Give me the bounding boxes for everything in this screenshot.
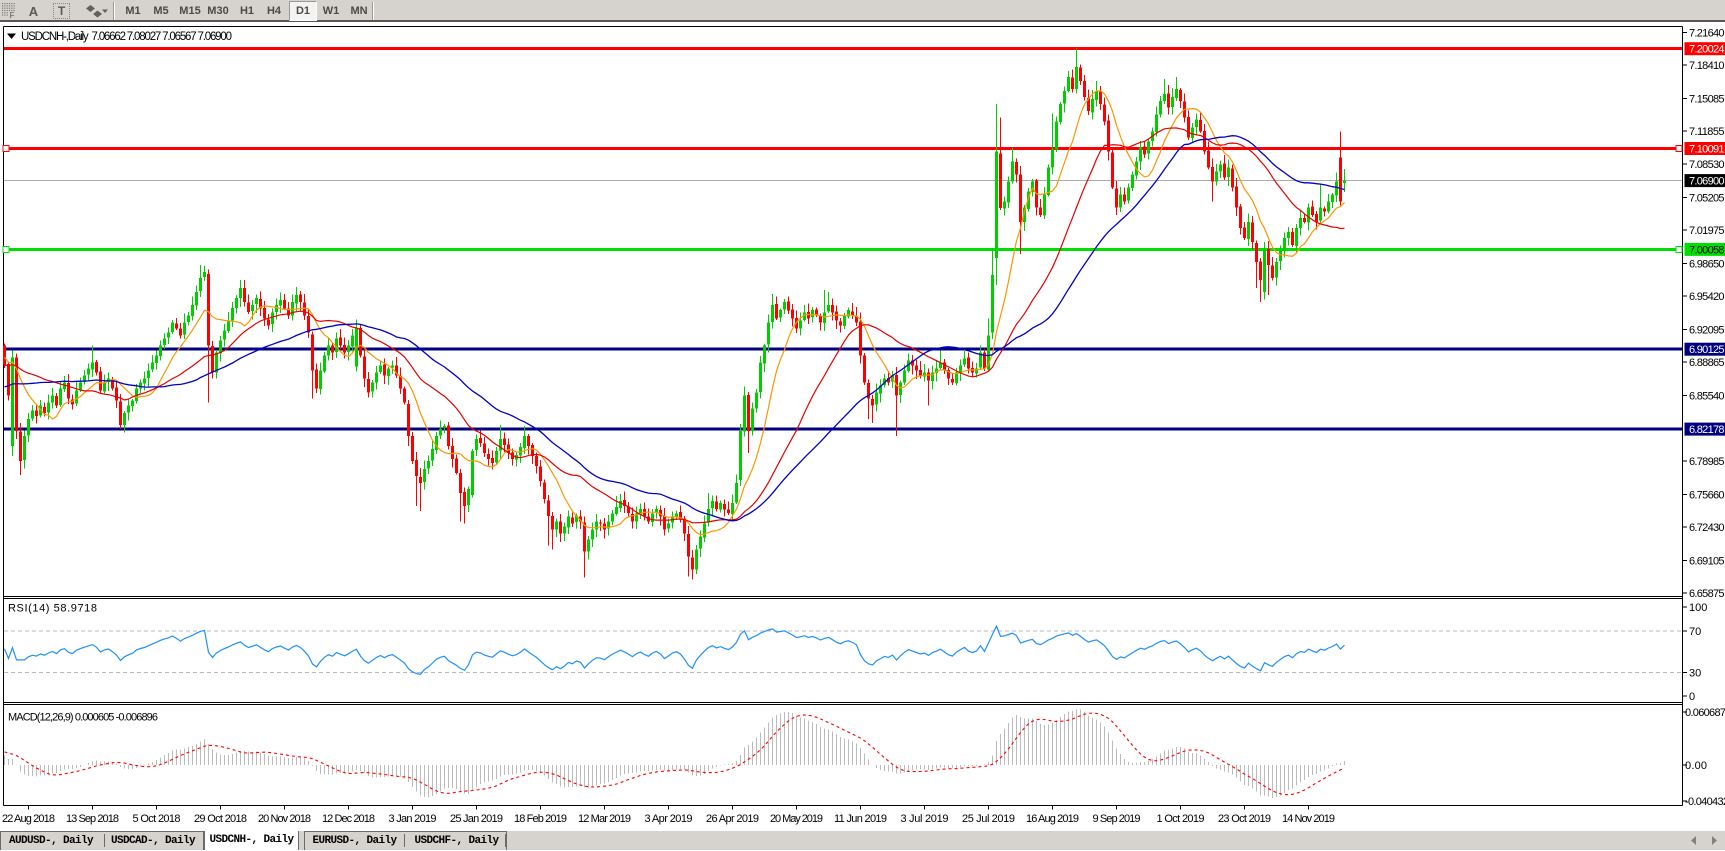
svg-text:7.11855: 7.11855: [1689, 126, 1725, 138]
svg-text:7.05205: 7.05205: [1689, 193, 1725, 205]
svg-text:12 Dec 2018: 12 Dec 2018: [322, 813, 375, 825]
svg-text:3 Jul 2019: 3 Jul 2019: [901, 813, 949, 825]
svg-text:7.06900: 7.06900: [1689, 176, 1725, 188]
svg-text:3 Apr 2019: 3 Apr 2019: [645, 813, 693, 825]
svg-text:26 Apr 2019: 26 Apr 2019: [706, 813, 759, 825]
svg-text:6.90125: 6.90125: [1689, 344, 1725, 356]
svg-text:18 Feb 2019: 18 Feb 2019: [514, 813, 567, 825]
svg-text:6.95420: 6.95420: [1689, 291, 1725, 303]
svg-text:MACD(12,26,9) 0.000605 -0.0068: MACD(12,26,9) 0.000605 -0.006896: [8, 712, 158, 724]
svg-text:6.75660: 6.75660: [1689, 490, 1725, 502]
svg-text:5 Oct 2018: 5 Oct 2018: [133, 813, 181, 825]
svg-text:7.21640: 7.21640: [1689, 28, 1725, 40]
svg-text:11 Jun 2019: 11 Jun 2019: [834, 813, 887, 825]
svg-text:7.10091: 7.10091: [1689, 144, 1725, 156]
svg-text:6.92095: 6.92095: [1689, 324, 1725, 336]
svg-text:6.82178: 6.82178: [1689, 424, 1725, 436]
svg-text:-0.040432: -0.040432: [1685, 796, 1725, 808]
svg-text:16 Aug 2019: 16 Aug 2019: [1026, 813, 1079, 825]
svg-text:7.01975: 7.01975: [1689, 225, 1725, 237]
svg-text:6.78985: 6.78985: [1689, 456, 1725, 468]
svg-text:100: 100: [1689, 602, 1707, 614]
svg-text:70: 70: [1689, 626, 1701, 638]
svg-text:7.00058: 7.00058: [1689, 244, 1725, 256]
svg-text:USDCNH-,Daily 7.06662 7.08027: USDCNH-,Daily 7.06662 7.08027 7.06567 7.…: [21, 31, 232, 43]
svg-text:25 Jul 2019: 25 Jul 2019: [962, 813, 1015, 825]
svg-text:25 Jan 2019: 25 Jan 2019: [450, 813, 503, 825]
svg-text:6.88865: 6.88865: [1689, 357, 1725, 369]
svg-text:7.15085: 7.15085: [1689, 93, 1725, 105]
svg-text:0.060687: 0.060687: [1685, 707, 1725, 719]
svg-text:6.65875: 6.65875: [1689, 588, 1725, 600]
svg-text:22 Aug 2018: 22 Aug 2018: [2, 813, 55, 825]
svg-text:0: 0: [1689, 691, 1695, 703]
svg-text:7.20024: 7.20024: [1689, 44, 1725, 56]
svg-text:7.18410: 7.18410: [1689, 60, 1725, 72]
svg-text:RSI(14) 58.9718: RSI(14) 58.9718: [8, 603, 97, 615]
svg-text:6.69105: 6.69105: [1689, 555, 1725, 567]
svg-text:20 Nov 2018: 20 Nov 2018: [258, 813, 311, 825]
svg-text:20 May 2019: 20 May 2019: [770, 813, 823, 825]
svg-text:7.08530: 7.08530: [1689, 159, 1725, 171]
svg-text:F: F: [10, 11, 15, 19]
svg-text:6.85540: 6.85540: [1689, 390, 1725, 402]
svg-text:3 Jan 2019: 3 Jan 2019: [389, 813, 437, 825]
svg-text:30: 30: [1689, 668, 1701, 680]
svg-text:13 Sep 2018: 13 Sep 2018: [66, 813, 119, 825]
svg-text:23 Oct 2019: 23 Oct 2019: [1218, 813, 1271, 825]
svg-text:0.00: 0.00: [1685, 760, 1707, 772]
svg-text:6.72430: 6.72430: [1689, 522, 1725, 534]
svg-text:9 Sep 2019: 9 Sep 2019: [1093, 813, 1141, 825]
svg-text:29 Oct 2018: 29 Oct 2018: [194, 813, 247, 825]
svg-text:12 Mar 2019: 12 Mar 2019: [578, 813, 631, 825]
svg-text:14 Nov 2019: 14 Nov 2019: [1282, 813, 1335, 825]
svg-text:1 Oct 2019: 1 Oct 2019: [1157, 813, 1205, 825]
svg-text:6.98650: 6.98650: [1689, 259, 1725, 271]
